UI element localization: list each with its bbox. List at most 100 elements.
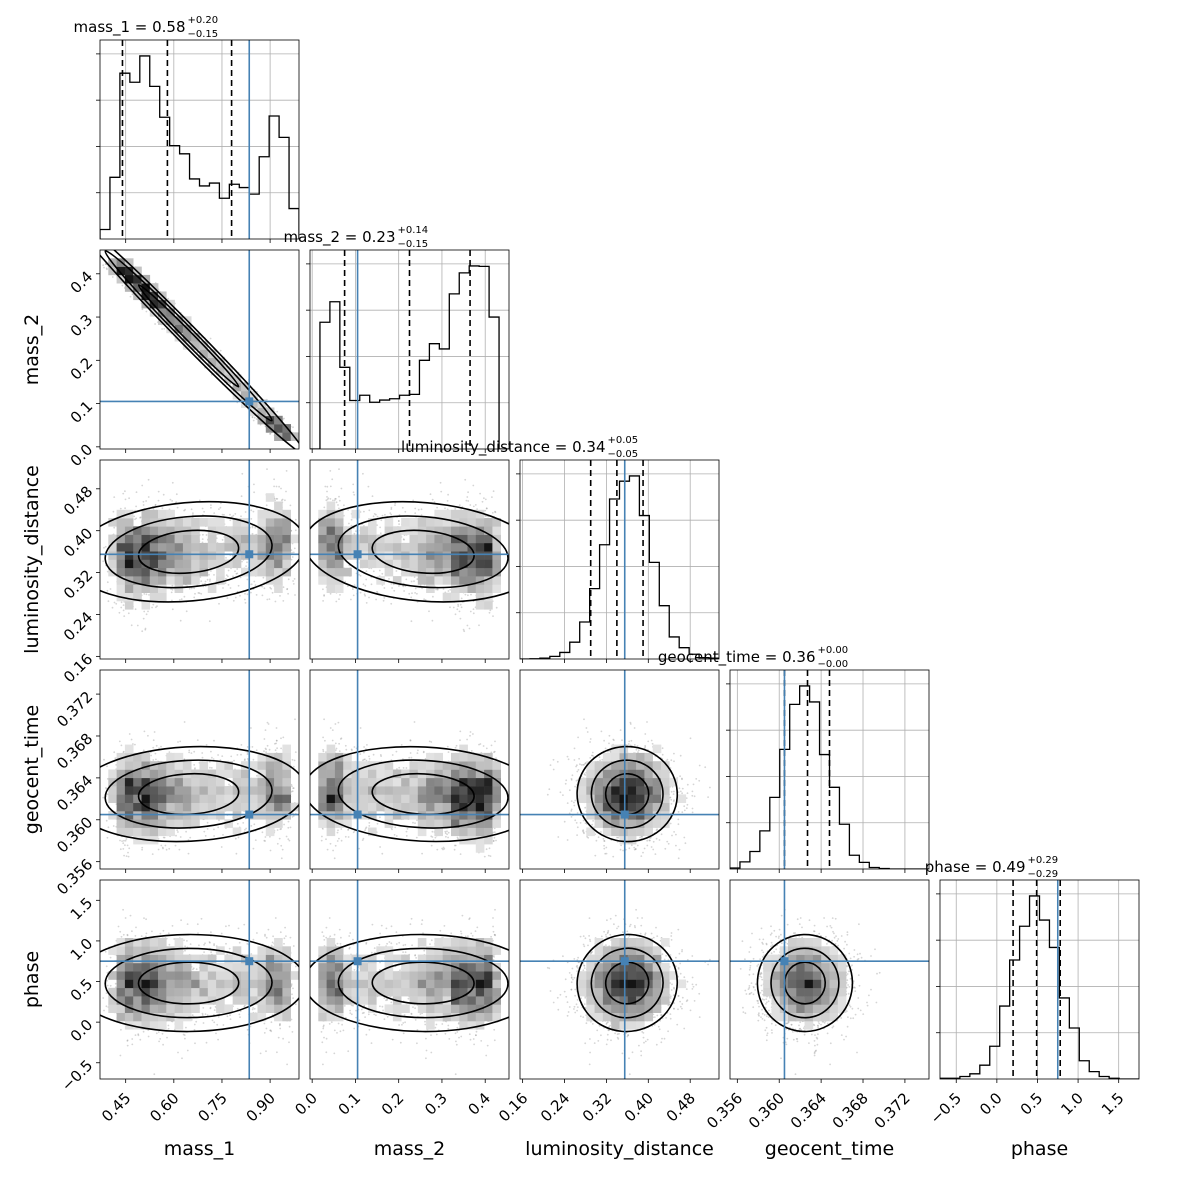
sample-point (198, 499, 201, 502)
sample-point (220, 502, 222, 504)
density-cell (141, 567, 151, 577)
sample-point (154, 504, 157, 506)
sample-point (209, 580, 211, 582)
density-cell (182, 518, 192, 527)
panel-content (100, 250, 299, 449)
sample-point (144, 627, 147, 630)
sample-point (241, 472, 244, 475)
panel-luminosity_distance-vs-mass_2 (309, 459, 510, 663)
density-cell (124, 567, 134, 577)
panel-content (100, 460, 299, 659)
sample-point (459, 603, 462, 606)
sample-point (241, 560, 243, 563)
density-cell (232, 542, 242, 552)
sample-point (180, 598, 183, 601)
sample-point (229, 513, 231, 516)
density-cell (149, 542, 159, 552)
density-cell (149, 576, 159, 585)
sample-point (171, 588, 174, 591)
sample-point (262, 576, 265, 579)
sample-point (213, 574, 215, 576)
sample-point (135, 505, 138, 508)
sample-point (135, 517, 138, 520)
sample-point (152, 508, 155, 510)
sample-point (184, 508, 187, 511)
sample-point (452, 606, 455, 609)
sample-point (293, 578, 296, 580)
density-cell (116, 526, 126, 535)
density-cell (265, 559, 275, 569)
sample-point (204, 580, 207, 583)
sample-point (221, 513, 224, 516)
density-cell (108, 551, 117, 560)
sample-point (157, 490, 160, 493)
panel-frame (99, 39, 300, 240)
density-cell (241, 567, 250, 577)
density-cell (224, 526, 233, 535)
sample-point (280, 499, 283, 502)
contour-1 (104, 515, 273, 589)
density-cell (158, 518, 167, 527)
sample-point (227, 575, 229, 578)
density-cell (274, 551, 283, 560)
sample-point (275, 485, 278, 488)
density-cell (133, 559, 142, 569)
sample-point (202, 533, 204, 536)
density-cell (265, 407, 275, 417)
density-cell (141, 283, 151, 292)
density-cell (133, 567, 142, 577)
sample-point (276, 410, 279, 413)
density-cell (174, 526, 184, 535)
sample-point (414, 512, 417, 515)
density-cell (274, 542, 283, 552)
sample-point (157, 499, 160, 502)
density-cell (166, 518, 175, 527)
sample-point (286, 588, 289, 590)
density-cell (265, 493, 275, 502)
sample-point (208, 573, 210, 576)
density-cell (232, 518, 242, 527)
sample-point (244, 511, 247, 513)
sample-point (169, 498, 172, 501)
density-cell (282, 509, 291, 519)
density-cell (274, 424, 283, 433)
density-cell (199, 559, 209, 569)
contour-0 (137, 529, 240, 575)
sample-point (229, 519, 232, 522)
density-cell (158, 584, 167, 593)
sample-point (170, 591, 173, 594)
density-cell (274, 534, 283, 544)
sample-point (253, 416, 256, 419)
density-cell (249, 551, 258, 560)
density-cell (191, 559, 200, 569)
sample-point (106, 581, 109, 584)
sample-point (200, 592, 203, 595)
sample-point (225, 574, 228, 576)
density-cell (166, 542, 175, 552)
sample-point (327, 497, 330, 500)
density-cell (191, 576, 200, 585)
density-cell (158, 509, 167, 519)
density-cell (166, 509, 175, 519)
sample-point (219, 349, 222, 352)
density-cell (282, 542, 291, 552)
sample-point (383, 587, 386, 589)
density-cell (274, 518, 283, 527)
sample-point (122, 604, 125, 606)
sample-point (250, 591, 252, 594)
sample-point (229, 587, 232, 589)
sample-point (282, 600, 285, 602)
density-cell (224, 542, 233, 552)
sample-point (405, 578, 408, 581)
title-plus: +0.20 (188, 15, 219, 26)
sample-point (219, 506, 222, 509)
sample-point (363, 510, 365, 513)
density-cell (265, 509, 275, 519)
panel-frame (99, 459, 300, 660)
density-cell (182, 332, 192, 342)
density-cell (265, 567, 275, 577)
density-cell (141, 559, 151, 569)
sample-point (251, 416, 254, 419)
sample-point (365, 602, 368, 604)
sample-point (251, 416, 254, 418)
